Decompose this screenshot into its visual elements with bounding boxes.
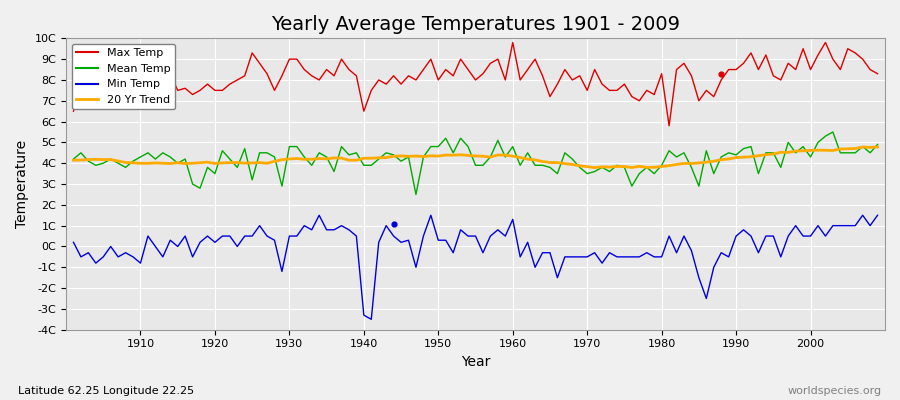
- X-axis label: Year: Year: [461, 355, 491, 369]
- Text: Latitude 62.25 Longitude 22.25: Latitude 62.25 Longitude 22.25: [18, 386, 194, 396]
- Y-axis label: Temperature: Temperature: [15, 140, 29, 228]
- Point: [714, 70, 728, 77]
- Title: Yearly Average Temperatures 1901 - 2009: Yearly Average Temperatures 1901 - 2009: [271, 15, 680, 34]
- Text: worldspecies.org: worldspecies.org: [788, 386, 882, 396]
- Point: [386, 220, 400, 227]
- Legend: Max Temp, Mean Temp, Min Temp, 20 Yr Trend: Max Temp, Mean Temp, Min Temp, 20 Yr Tre…: [72, 44, 176, 110]
